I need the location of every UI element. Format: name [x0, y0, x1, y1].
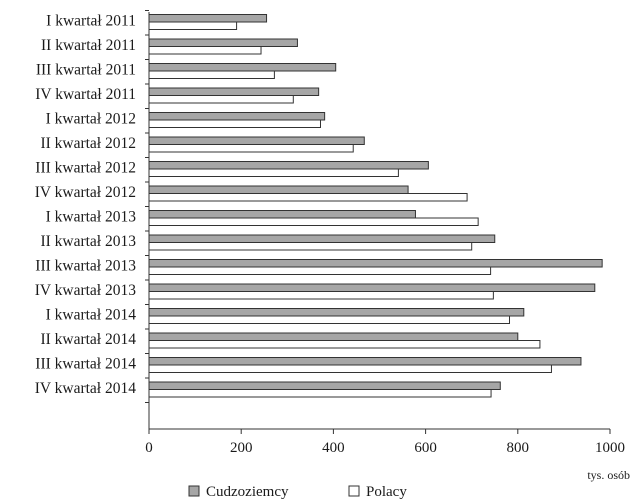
x-tick-label: 600	[414, 440, 437, 456]
bar-polacy-10	[148, 266, 492, 275]
axes	[145, 10, 610, 430]
x-tick-label: 200	[230, 440, 253, 456]
bar-polacy-11	[148, 291, 494, 300]
category-label: I kwartał 2011	[46, 13, 136, 30]
category-label: II kwartał 2011	[41, 37, 136, 54]
x-tick-label: 400	[322, 440, 345, 456]
bar-cudzoziemcy-11	[148, 283, 596, 292]
bar-polacy-14	[148, 364, 552, 373]
bar-polacy-12	[148, 315, 511, 324]
category-label: III kwartał 2014	[35, 356, 136, 373]
legend: Cudzoziemcy Polacy	[188, 484, 407, 500]
bar-polacy-6	[148, 168, 399, 177]
category-label: II kwartał 2012	[40, 135, 136, 152]
category-label: IV kwartał 2013	[35, 282, 137, 299]
bar-cudzoziemcy-10	[148, 259, 603, 268]
bar-polacy-2	[148, 70, 275, 79]
category-label: I kwartał 2013	[46, 209, 137, 226]
bar-polacy-8	[148, 217, 479, 226]
bar-polacy-4	[148, 119, 321, 128]
bar-cudzoziemcy-3	[148, 87, 320, 96]
x-axis-unit-label: tys. osób	[587, 468, 630, 482]
bar-polacy-0	[148, 21, 238, 30]
bar-cudzoziemcy-12	[148, 308, 525, 317]
bar-cudzoziemcy-5	[148, 136, 365, 145]
bar-cudzoziemcy-13	[148, 332, 519, 341]
legend-swatch-polacy	[348, 485, 360, 497]
bar-cudzoziemcy-14	[148, 357, 582, 366]
category-label: III kwartał 2012	[35, 160, 136, 177]
legend-swatch-cudzoziemcy	[188, 485, 200, 497]
category-label: IV kwartał 2014	[35, 380, 137, 397]
legend-label-cudzoziemcy: Cudzoziemcy	[206, 484, 289, 500]
bar-polacy-7	[148, 193, 468, 202]
bar-polacy-3	[148, 95, 294, 104]
x-tick-label: 800	[507, 440, 530, 456]
bar-polacy-5	[148, 144, 354, 153]
x-axis-ticks: 0 200 400 600 800 1000	[145, 429, 625, 456]
category-labels: I kwartał 2011 II kwartał 2011 III kwartał…	[35, 13, 137, 398]
x-tick-label: 1000	[595, 440, 625, 456]
bar-polacy-15	[148, 389, 492, 398]
category-label: II kwartał 2014	[40, 331, 136, 348]
bar-cudzoziemcy-15	[148, 381, 501, 390]
bar-polacy-1	[148, 46, 262, 55]
category-label: IV kwartał 2011	[35, 86, 136, 103]
category-label: III kwartał 2011	[36, 62, 136, 79]
category-label: I kwartał 2014	[46, 307, 137, 324]
bar-cudzoziemcy-7	[148, 185, 409, 194]
bar-cudzoziemcy-2	[148, 63, 337, 72]
category-label: II kwartał 2013	[40, 233, 136, 250]
legend-label-polacy: Polacy	[366, 484, 407, 500]
bar-polacy-13	[148, 340, 541, 349]
category-label: IV kwartał 2012	[35, 184, 136, 201]
category-label: III kwartał 2013	[35, 258, 136, 275]
bar-cudzoziemcy-6	[148, 161, 429, 170]
bar-cudzoziemcy-1	[148, 38, 298, 47]
x-tick-label: 0	[145, 440, 153, 456]
bars-group	[148, 14, 603, 398]
bar-cudzoziemcy-9	[148, 234, 496, 243]
category-label: I kwartał 2012	[46, 111, 136, 128]
bar-cudzoziemcy-0	[148, 14, 268, 23]
bar-cudzoziemcy-4	[148, 112, 326, 121]
bar-polacy-9	[148, 242, 473, 251]
bar-cudzoziemcy-8	[148, 210, 416, 219]
